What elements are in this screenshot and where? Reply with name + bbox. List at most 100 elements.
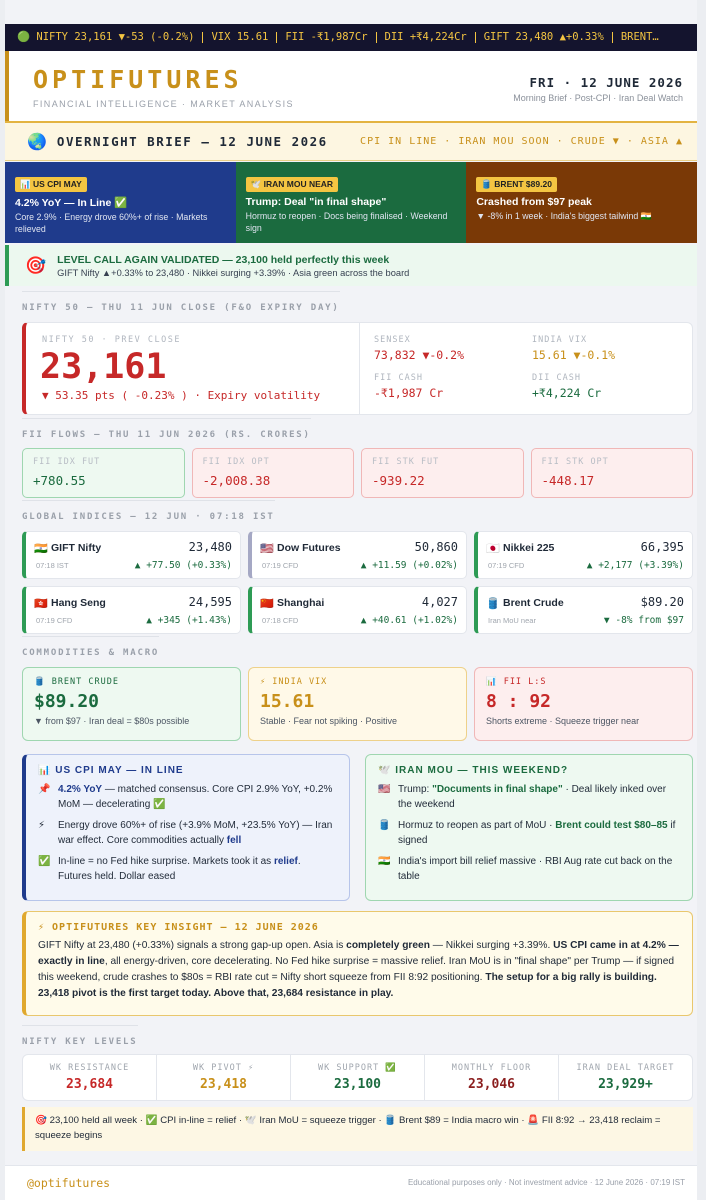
emphasis: 4.2% YoY — [58, 784, 103, 795]
level-value: 23,100 — [334, 1077, 381, 1092]
text: if signed — [398, 820, 676, 846]
global-row: 🇮🇳 GIFT Nifty 07:18 IST 23,480 ▲ +77.50 (+0.… — [22, 531, 693, 579]
index-flag: 🇯🇵 — [486, 543, 500, 555]
index-flag: 🇭🇰 — [34, 598, 48, 610]
newsletter: 🟢 NIFTY 23,161 ▼-53 (-0.2%) VIX 15.61 FII … — [5, 0, 698, 1200]
edition: Morning Brief · Post-CPI · Iran Deal Wat… — [513, 93, 683, 103]
footer: @optifutures Educational purposes only ·… — [5, 1165, 697, 1200]
level-label: WK RESISTANCE — [49, 1063, 130, 1073]
summary-note: 🎯 23,100 held all week · ✅ CPI in-line =… — [22, 1107, 693, 1151]
panel-item: 🇮🇳 India's import bill relief massive · R… — [378, 854, 680, 884]
text: — matched consensus. Core CPI 2.9% YoY, … — [58, 784, 333, 810]
level-value: 23,929+ — [598, 1077, 653, 1092]
item-icon: 🇮🇳 — [378, 856, 391, 867]
level-label: WK PIVOT ⚡ — [192, 1063, 255, 1073]
panel-title: 📊 US CPI MAY — IN LINE — [38, 765, 184, 776]
text: , all energy-driven, core decelerating. … — [38, 956, 675, 983]
emphasis: US CPI came in at 4.2% — exactly in line — [38, 940, 679, 967]
item-icon: 🇺🇸 — [378, 784, 391, 795]
fii-box: FII IDX OPT -2,008.38 — [191, 448, 354, 498]
fii-label: FII STK FUT — [372, 457, 440, 467]
index-name: Dow Futures — [277, 542, 341, 554]
macro-value: 8 : 92 — [486, 691, 552, 712]
level: WK PIVOT ⚡ 23,418 — [156, 1055, 290, 1100]
stat-label: INDIA VIX — [532, 335, 588, 345]
section-label: FII FLOWS — THU 11 JUN 2026 (RS. CRORES) — [22, 418, 311, 440]
text: . Futures held. Dollar eased — [58, 856, 301, 882]
level-call: 🎯 LEVEL CALL AGAIN VALIDATED — 23,100 he… — [5, 245, 697, 286]
text: Hormuz to reopen as part of MoU · — [398, 820, 556, 831]
stat-value: 15.61 ▼-0.1% — [532, 348, 616, 362]
macro-label: 🛢️ BRENT CRUDE — [34, 677, 119, 687]
stat: FII CASH -₹1,987 Cr — [374, 373, 524, 400]
index-name: Brent Crude — [503, 597, 564, 609]
handle: @optifutures — [27, 1176, 111, 1190]
level: WK SUPPORT ✅ 23,100 — [290, 1055, 424, 1100]
macro-label: ⚡ INDIA VIX — [260, 677, 328, 687]
index-name: Nikkei 225 — [503, 542, 555, 554]
text: Energy drove 60%+ of rise (+3.9% MoM, +2… — [58, 820, 333, 846]
fii-value: -2,008.38 — [202, 473, 271, 488]
ticker-item: 🟢 NIFTY 23,161 ▼-53 (-0.2%) — [17, 31, 195, 43]
index-time: 07:18 CFD — [262, 616, 299, 625]
index-time: 07:19 CFD — [488, 561, 525, 570]
key-insight: ⚡ OPTIFUTURES KEY INSIGHT — 12 JUNE 2026… — [22, 911, 693, 1016]
card-sub: Core 2.9% · Energy drove 60%+ of rise · … — [15, 212, 208, 234]
index-flag: 🇮🇳 — [34, 543, 48, 555]
nifty-label: NIFTY 50 · PREV CLOSE — [42, 335, 181, 345]
panel-item: 🇺🇸 Trump: "Documents in final shape" · De… — [378, 782, 680, 812]
emphasis: The setup for a big rally is building. 2… — [38, 972, 657, 999]
index-flag: 🛢️ — [486, 598, 500, 610]
brief-title: OVERNIGHT BRIEF — 12 JUNE 2026 — [56, 134, 328, 149]
brief-tags: CPI IN LINE · IRAN MOU SOON · CRUDE ▼ · … — [360, 136, 683, 147]
item-text: Energy drove 60%+ of rise (+3.9% MoM, +2… — [58, 818, 337, 848]
index-box: 🇺🇸 Dow Futures 07:19 CFD 50,860 ▲ +11.59 (+0… — [248, 531, 467, 579]
stat: SENSEX 73,832 ▼-0.2% — [374, 335, 524, 362]
level-call-icon: 🎯 — [25, 255, 47, 275]
item-icon: ✅ — [38, 856, 51, 867]
macro-box: ⚡ INDIA VIX 15.61 Stable · Fear not spikin… — [248, 667, 467, 741]
text: GIFT Nifty at 23,480 (+0.33%) signals a … — [38, 940, 347, 951]
ticker-item: FII -₹1,987Cr — [276, 32, 375, 43]
level-label: MONTHLY FLOOR — [451, 1063, 532, 1073]
level: WK RESISTANCE 23,684 — [23, 1055, 156, 1100]
headline-card: 📊 US CPI MAY 4.2% YoY — In Line ✅ Core 2.9… — [5, 162, 236, 243]
nifty-stats: SENSEX 73,832 ▼-0.2% INDIA VIX 15.61 ▼-0.1%… — [359, 323, 693, 414]
fii-value: -939.22 — [372, 473, 425, 488]
card-head: Trump: Deal "in final shape" — [245, 196, 387, 208]
panel-item: ⚡ Energy drove 60%+ of rise (+3.9% MoM, +… — [38, 818, 337, 848]
item-text: Trump: "Documents in final shape" · Deal… — [398, 782, 680, 812]
fii-flows: FII IDX FUT +780.55 FII IDX OPT -2,008.38 FI… — [22, 448, 693, 498]
index-box: 🇨🇳 Shanghai 07:18 CFD 4,027 ▲ +40.61 (+1.02%… — [248, 586, 467, 634]
emphasis: "Documents in final shape" — [432, 784, 563, 795]
index-box: 🇯🇵 Nikkei 225 07:19 CFD 66,395 ▲ +2,177 (+3.… — [474, 531, 693, 579]
index-time: 07:19 CFD — [262, 561, 299, 570]
text: Trump: — [398, 784, 433, 795]
item-text: In-line = no Fed hike surprise. Markets … — [58, 854, 337, 884]
fii-box: FII STK FUT -939.22 — [361, 448, 524, 498]
index-change: ▲ +77.50 (+0.33%) — [134, 560, 232, 571]
headline-card: 🕊️ IRAN MOU NEAR Trump: Deal "in final sh… — [235, 162, 467, 243]
brand: OPTIFUTURES — [33, 65, 243, 94]
index-value: 23,480 — [188, 540, 232, 554]
card-head: Crashed from $97 peak — [476, 196, 592, 208]
headline-card: 🛢️ BRENT $89.20 Crashed from $97 peak ▼ -8… — [466, 162, 698, 243]
index-change: ▲ +2,177 (+3.39%) — [586, 560, 684, 571]
macro-box: 🛢️ BRENT CRUDE $89.20 ▼ from $97 · Iran de… — [22, 667, 241, 741]
index-name: Hang Seng — [51, 597, 106, 609]
level-value: 23,418 — [200, 1077, 247, 1092]
section-label: NIFTY KEY LEVELS — [22, 1025, 138, 1047]
level: IRAN DEAL TARGET 23,929+ — [558, 1055, 692, 1100]
panel-item: 🛢️ Hormuz to reopen as part of MoU · Bren… — [378, 818, 680, 848]
level: MONTHLY FLOOR 23,046 — [424, 1055, 558, 1100]
index-box: 🛢️ Brent Crude Iran MoU near $89.20 ▼ -8% fr… — [474, 586, 693, 634]
emphasis: completely green — [346, 940, 430, 951]
emphasis: Brent could test $80–85 — [555, 820, 668, 831]
fii-box: FII STK OPT -448.17 — [530, 448, 693, 498]
level-call-sub: GIFT Nifty ▲+0.33% to 23,480 · Nikkei su… — [57, 267, 410, 278]
section-label: NIFTY 50 — THU 11 JUN CLOSE (F&O EXPIRY … — [22, 291, 340, 313]
card-sub: Hormuz to reopen · Docs being finalised … — [245, 211, 448, 233]
index-time: 07:18 IST — [36, 561, 69, 570]
